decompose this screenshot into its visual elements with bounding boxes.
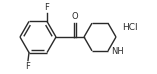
Text: F: F (45, 3, 49, 12)
Text: O: O (72, 12, 78, 21)
Text: HCl: HCl (122, 22, 138, 32)
Text: F: F (26, 62, 30, 71)
Text: NH: NH (111, 47, 124, 56)
